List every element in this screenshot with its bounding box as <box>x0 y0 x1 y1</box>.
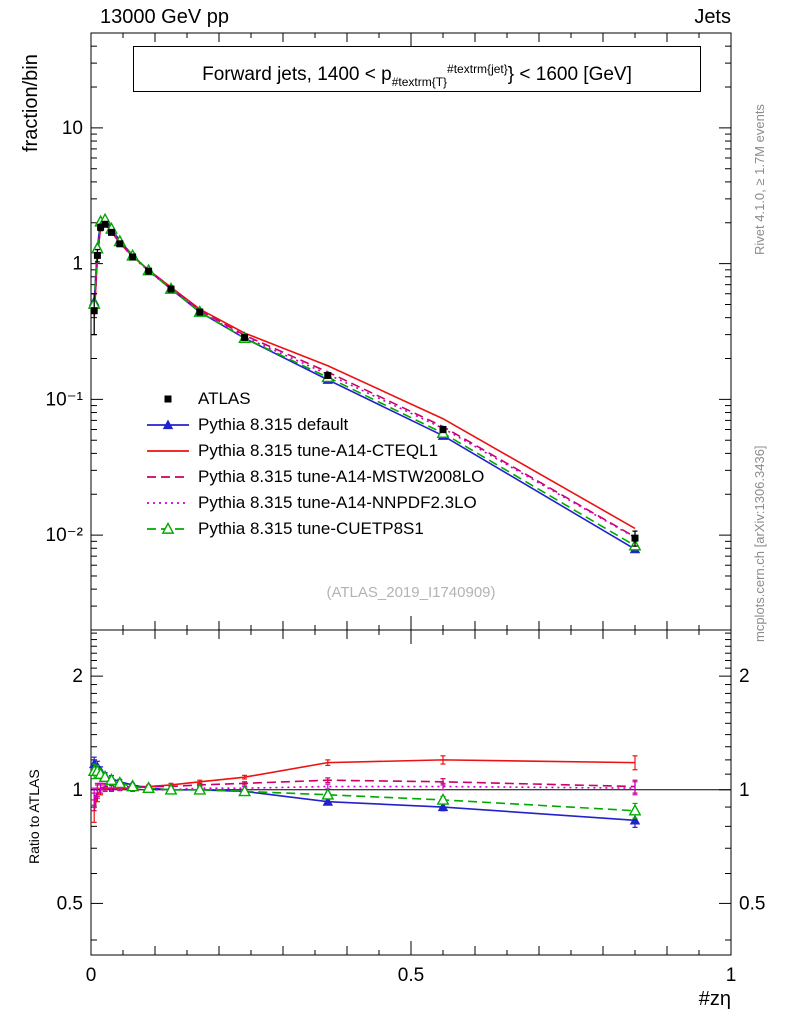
legend-label: Pythia 8.315 tune-A14-NNPDF2.3LO <box>198 493 477 512</box>
legend-item-series-4: Pythia 8.315 tune-CUETP8S1 <box>146 516 484 542</box>
atlas-data-points <box>90 220 639 547</box>
triangle-marker <box>162 419 174 430</box>
svg-text:0.5: 0.5 <box>398 965 424 986</box>
series-ratio-line-2 <box>93 779 636 802</box>
svg-text:0.5: 0.5 <box>57 893 83 914</box>
square-marker <box>93 251 101 259</box>
open-triangle-marker <box>436 792 450 805</box>
open-triangle-marker <box>98 770 112 782</box>
svg-text:0.5: 0.5 <box>739 893 765 914</box>
title-superscript: #textrm{jet} <box>447 62 508 76</box>
open-triangle-marker <box>238 784 252 797</box>
open-triangle-marker <box>142 781 156 793</box>
legend-swatch <box>164 395 172 403</box>
open-triangle-marker <box>105 773 118 786</box>
triangle-marker <box>629 814 641 825</box>
x-tick-labels: 0 0.5 1 <box>86 965 737 986</box>
title-post: } < 1600 [GeV] <box>507 64 632 85</box>
legend-label: Pythia 8.315 tune-A14-MSTW2008LO <box>198 467 485 486</box>
legend-item-series-1: Pythia 8.315 tune-A14-CTEQL1 <box>146 438 484 464</box>
legend-swatch <box>147 502 189 504</box>
legend-swatch <box>147 522 189 534</box>
open-triangle-marker <box>193 782 207 795</box>
legend-swatch <box>147 450 189 452</box>
square-marker <box>97 223 105 231</box>
plot-title: Forward jets, 1400 < p#textrm{T}#textrm{… <box>133 46 701 92</box>
svg-text:10⁻¹: 10⁻¹ <box>46 389 84 410</box>
svg-text:2: 2 <box>739 666 750 687</box>
open-triangle-marker <box>113 776 127 789</box>
svg-text:1: 1 <box>726 965 737 986</box>
open-triangle-marker <box>161 522 175 534</box>
legend-item-series-2: Pythia 8.315 tune-A14-MSTW2008LO <box>146 464 484 490</box>
y-axis-label-main: fraction/bin <box>20 54 42 152</box>
mcplots-citation-note: mcplots.cern.ch [arXiv:1306.3436] <box>752 445 767 642</box>
analysis-group-label: Jets <box>694 6 731 28</box>
open-triangle-marker <box>164 782 178 795</box>
svg-text:1: 1 <box>72 780 83 801</box>
square-marker <box>129 253 137 261</box>
axis-ticks: 10 1 10⁻¹ 10⁻² 0.5 0.5 1 1 2 2 <box>46 33 765 955</box>
square-marker <box>107 228 115 236</box>
open-triangle-marker <box>321 787 335 800</box>
square-marker <box>439 425 447 433</box>
title-subscript: #textrm{T} <box>391 75 448 89</box>
legend-item-series-3: Pythia 8.315 tune-A14-NNPDF2.3LO <box>146 490 484 516</box>
legend-label: ATLAS <box>198 389 251 408</box>
svg-text:2: 2 <box>72 666 83 687</box>
square-marker <box>324 371 332 379</box>
legend-label: Pythia 8.315 tune-CUETP8S1 <box>198 519 424 538</box>
beam-energy-label: 13000 GeV pp <box>100 6 229 28</box>
square-marker <box>167 285 175 293</box>
open-triangle-marker <box>126 779 140 792</box>
square-marker <box>196 308 204 316</box>
open-triangle-marker <box>628 803 642 816</box>
square-marker <box>241 334 249 342</box>
title-pre: Forward jets, 1400 < p <box>202 64 392 85</box>
legend-label: Pythia 8.315 default <box>198 415 349 434</box>
square-marker <box>101 220 109 228</box>
rivet-version-note: Rivet 4.1.0, ≥ 1.7M events <box>752 104 767 255</box>
square-marker <box>116 240 124 248</box>
svg-text:1: 1 <box>739 780 750 801</box>
analysis-id-watermark: (ATLAS_2019_I1740909) <box>326 584 496 601</box>
square-marker <box>145 267 153 275</box>
square-marker <box>164 395 172 403</box>
triangle-marker <box>322 796 334 806</box>
legend-swatch <box>147 476 189 478</box>
legend-item-atlas: ATLAS <box>146 386 484 412</box>
legend: ATLAS Pythia 8.315 default Pythia 8.315 tu… <box>146 386 484 542</box>
legend-item-series-0: Pythia 8.315 default <box>146 412 484 438</box>
square-marker <box>90 307 98 315</box>
svg-text:1: 1 <box>72 254 83 275</box>
triangle-marker <box>437 801 449 812</box>
legend-label: Pythia 8.315 tune-A14-CTEQL1 <box>198 441 439 460</box>
square-marker <box>631 534 639 542</box>
svg-text:10⁻²: 10⁻² <box>46 525 84 546</box>
y-axis-label-ratio: Ratio to ATLAS <box>26 769 42 864</box>
svg-text:10: 10 <box>62 118 83 139</box>
legend-swatch <box>147 419 189 430</box>
series-main-line-4 <box>93 218 636 547</box>
x-axis-label: #zη <box>698 988 731 1010</box>
svg-text:0: 0 <box>86 965 97 986</box>
